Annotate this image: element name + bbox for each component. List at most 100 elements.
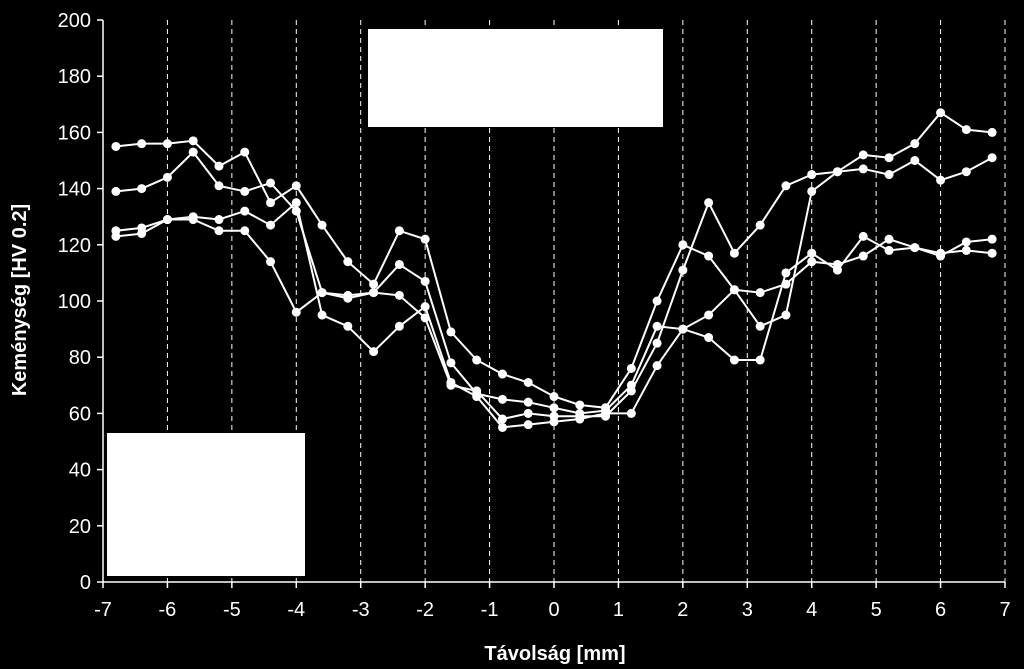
data-series	[111, 108, 997, 432]
x-tick-label: 1	[613, 599, 624, 621]
data-point	[343, 321, 353, 331]
data-point	[240, 226, 250, 236]
data-point	[111, 141, 121, 151]
data-point	[497, 414, 507, 424]
x-tick-label: 5	[871, 599, 882, 621]
data-point	[111, 186, 121, 196]
y-axis-title: Keménység [HV 0.2]	[9, 204, 31, 396]
data-point	[266, 178, 276, 188]
data-point	[549, 403, 559, 413]
data-point	[575, 414, 585, 424]
data-point	[987, 234, 997, 244]
data-point	[291, 307, 301, 317]
data-point	[420, 276, 430, 286]
data-point	[884, 170, 894, 180]
data-point	[343, 257, 353, 267]
data-point	[652, 296, 662, 306]
data-point	[497, 394, 507, 404]
x-tick-label: -1	[481, 599, 499, 621]
data-point	[343, 293, 353, 303]
x-tick-label: 2	[677, 599, 688, 621]
data-point	[137, 184, 147, 194]
series-line	[115, 156, 993, 421]
data-point	[446, 358, 456, 368]
data-point	[472, 392, 482, 402]
data-point	[317, 288, 327, 298]
data-point	[369, 347, 379, 357]
y-tick-label: 20	[69, 516, 91, 538]
data-point	[162, 139, 172, 149]
legend-box-bottom	[107, 433, 305, 576]
data-point	[240, 186, 250, 196]
data-point	[523, 420, 533, 430]
data-point	[961, 125, 971, 135]
data-point	[626, 363, 636, 373]
data-point	[523, 377, 533, 387]
data-point	[266, 220, 276, 230]
data-point	[807, 257, 817, 267]
data-point	[987, 248, 997, 258]
data-point	[214, 226, 224, 236]
data-point	[291, 181, 301, 191]
data-point	[755, 355, 765, 365]
data-point	[858, 150, 868, 160]
y-tick-label: 80	[69, 347, 91, 369]
data-point	[910, 156, 920, 165]
data-point	[291, 198, 301, 208]
y-tick-label: 40	[69, 460, 91, 482]
data-point	[472, 355, 482, 365]
data-point	[394, 290, 404, 300]
legend-box-top	[368, 29, 663, 127]
data-point	[961, 245, 971, 255]
data-point	[188, 212, 198, 222]
x-tick-label: 0	[548, 599, 559, 621]
data-point	[652, 361, 662, 371]
data-point	[807, 248, 817, 258]
data-point	[936, 108, 946, 118]
series-3	[111, 153, 997, 424]
data-point	[497, 422, 507, 432]
data-point	[549, 417, 559, 427]
data-point	[755, 321, 765, 331]
data-point	[394, 226, 404, 236]
y-tick-label: 100	[58, 291, 91, 313]
x-tick-label: 6	[935, 599, 946, 621]
x-tick-label: -6	[159, 599, 177, 621]
data-point	[446, 377, 456, 387]
data-point	[755, 220, 765, 230]
y-tick-label: 180	[58, 66, 91, 88]
data-point	[884, 245, 894, 255]
data-point	[729, 285, 739, 295]
y-tick-label: 160	[58, 122, 91, 144]
x-tick-label: 4	[806, 599, 817, 621]
data-point	[420, 302, 430, 312]
x-tick-label: 3	[742, 599, 753, 621]
data-point	[137, 139, 147, 149]
data-point	[652, 321, 662, 331]
data-point	[626, 386, 636, 396]
data-point	[266, 198, 276, 208]
data-point	[884, 153, 894, 163]
data-point	[497, 369, 507, 379]
data-point	[240, 147, 250, 157]
data-point	[987, 127, 997, 137]
data-point	[678, 240, 688, 250]
data-point	[884, 234, 894, 244]
axes	[97, 19, 1006, 588]
data-point	[987, 153, 997, 163]
data-point	[137, 229, 147, 239]
data-point	[858, 164, 868, 174]
data-point	[214, 215, 224, 225]
data-point	[807, 186, 817, 196]
data-point	[626, 408, 636, 418]
data-point	[575, 400, 585, 410]
data-point	[832, 167, 842, 177]
y-tick-label: 60	[69, 403, 91, 425]
data-point	[961, 167, 971, 177]
data-point	[936, 175, 946, 185]
data-point	[549, 392, 559, 402]
data-point	[781, 310, 791, 320]
data-point	[910, 243, 920, 253]
data-point	[188, 136, 198, 146]
data-point	[652, 338, 662, 348]
